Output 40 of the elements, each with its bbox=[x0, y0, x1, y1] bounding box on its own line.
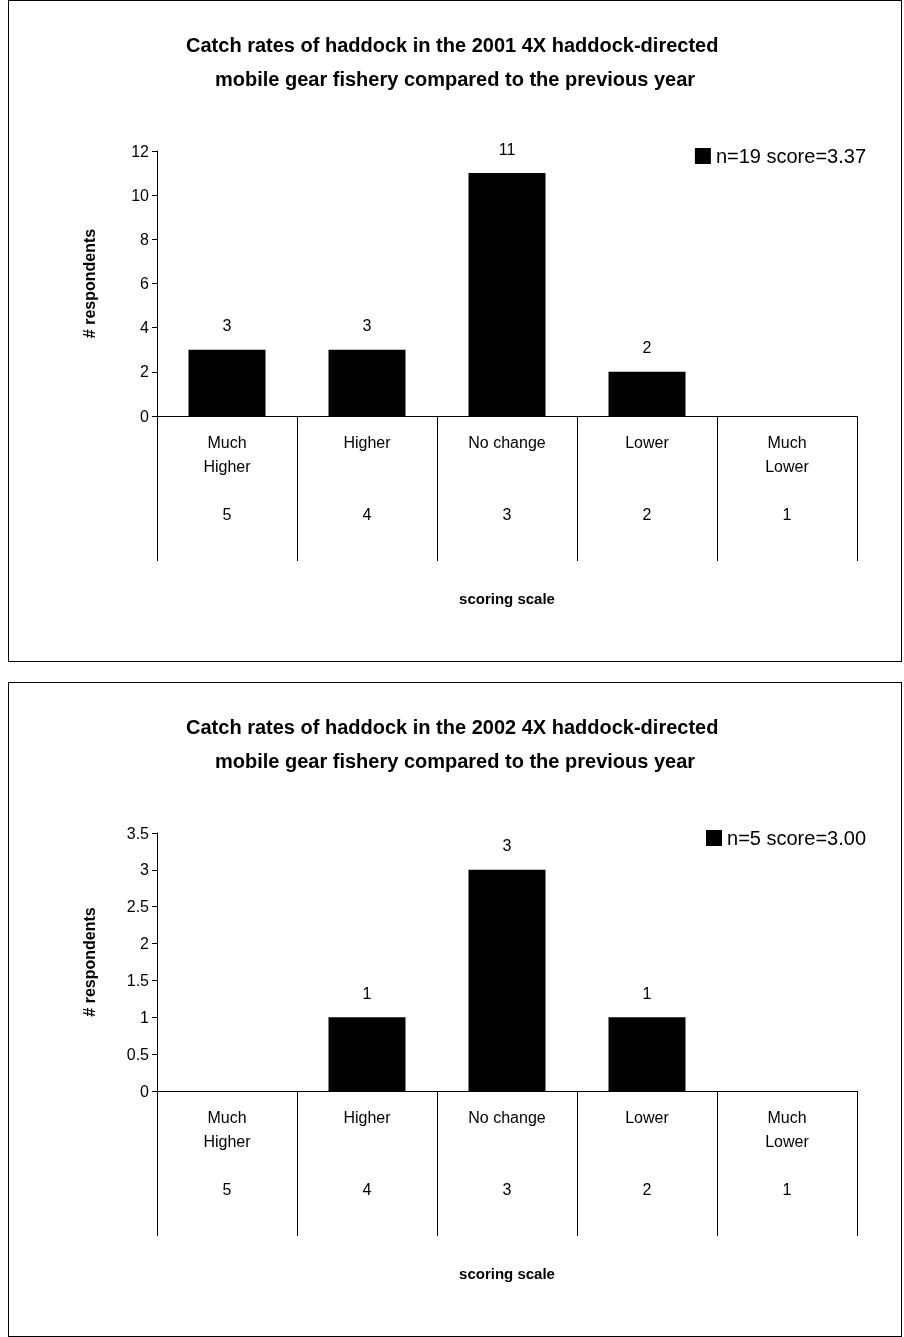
y-tick-label: 1.5 bbox=[126, 971, 150, 989]
data-label: 1 bbox=[642, 984, 652, 1002]
data-label: 3 bbox=[222, 317, 232, 335]
y-tick-label: 8 bbox=[140, 230, 150, 248]
y-tick-label: 2 bbox=[140, 363, 150, 381]
category-label: Much Lower 1 bbox=[765, 433, 809, 523]
y-axis-title: # respondents bbox=[80, 907, 98, 1017]
data-label: 1 bbox=[362, 984, 372, 1002]
category-label: Much Higher 5 bbox=[203, 1108, 251, 1198]
legend-label: n=19 score=3.37 bbox=[715, 145, 867, 167]
category-label: Much Higher 5 bbox=[203, 433, 251, 523]
category-label: Lower 2 bbox=[625, 1108, 669, 1198]
data-label: 11 bbox=[498, 140, 516, 158]
y-tick-label: 0 bbox=[140, 407, 150, 425]
legend-label: n=5 score=3.00 bbox=[727, 827, 867, 849]
category-label: Higher 4 bbox=[343, 433, 391, 523]
data-label: 2 bbox=[642, 339, 652, 357]
y-tick-label: 12 bbox=[131, 142, 150, 160]
category-label: No change 3 bbox=[468, 433, 546, 523]
chart-title: Catch rates of haddock in the 2002 4X haddock-directed mobile gear fishery compared to the previous year bbox=[186, 716, 724, 772]
category-label: Much Lower 1 bbox=[765, 1108, 809, 1198]
y-tick-label: 0.5 bbox=[126, 1045, 150, 1063]
chart-title: Catch rates of haddock in the 2001 4X haddock-directed mobile gear fishery compared to the previous year bbox=[186, 34, 724, 90]
y-tick-label: 2.5 bbox=[126, 898, 150, 916]
y-tick-label: 3.5 bbox=[126, 824, 150, 842]
x-axis-title: scoring scale bbox=[459, 590, 555, 607]
y-tick-label: 6 bbox=[140, 275, 150, 292]
category-label: No change 3 bbox=[468, 1108, 546, 1198]
data-label: 3 bbox=[362, 317, 372, 335]
y-axis-title: # respondents bbox=[80, 228, 98, 339]
y-tick-label: 0 bbox=[140, 1082, 150, 1100]
data-label: 3 bbox=[502, 837, 512, 855]
y-tick-label: 3 bbox=[140, 861, 150, 879]
category-label: Lower 2 bbox=[625, 433, 669, 523]
y-tick-label: 4 bbox=[140, 319, 150, 337]
category-label: Higher 4 bbox=[343, 1108, 391, 1198]
y-tick-label: 1 bbox=[140, 1008, 150, 1026]
x-axis-title: scoring scale bbox=[459, 1265, 555, 1282]
y-tick-label: 2 bbox=[140, 935, 150, 953]
y-tick-label: 10 bbox=[131, 186, 150, 204]
